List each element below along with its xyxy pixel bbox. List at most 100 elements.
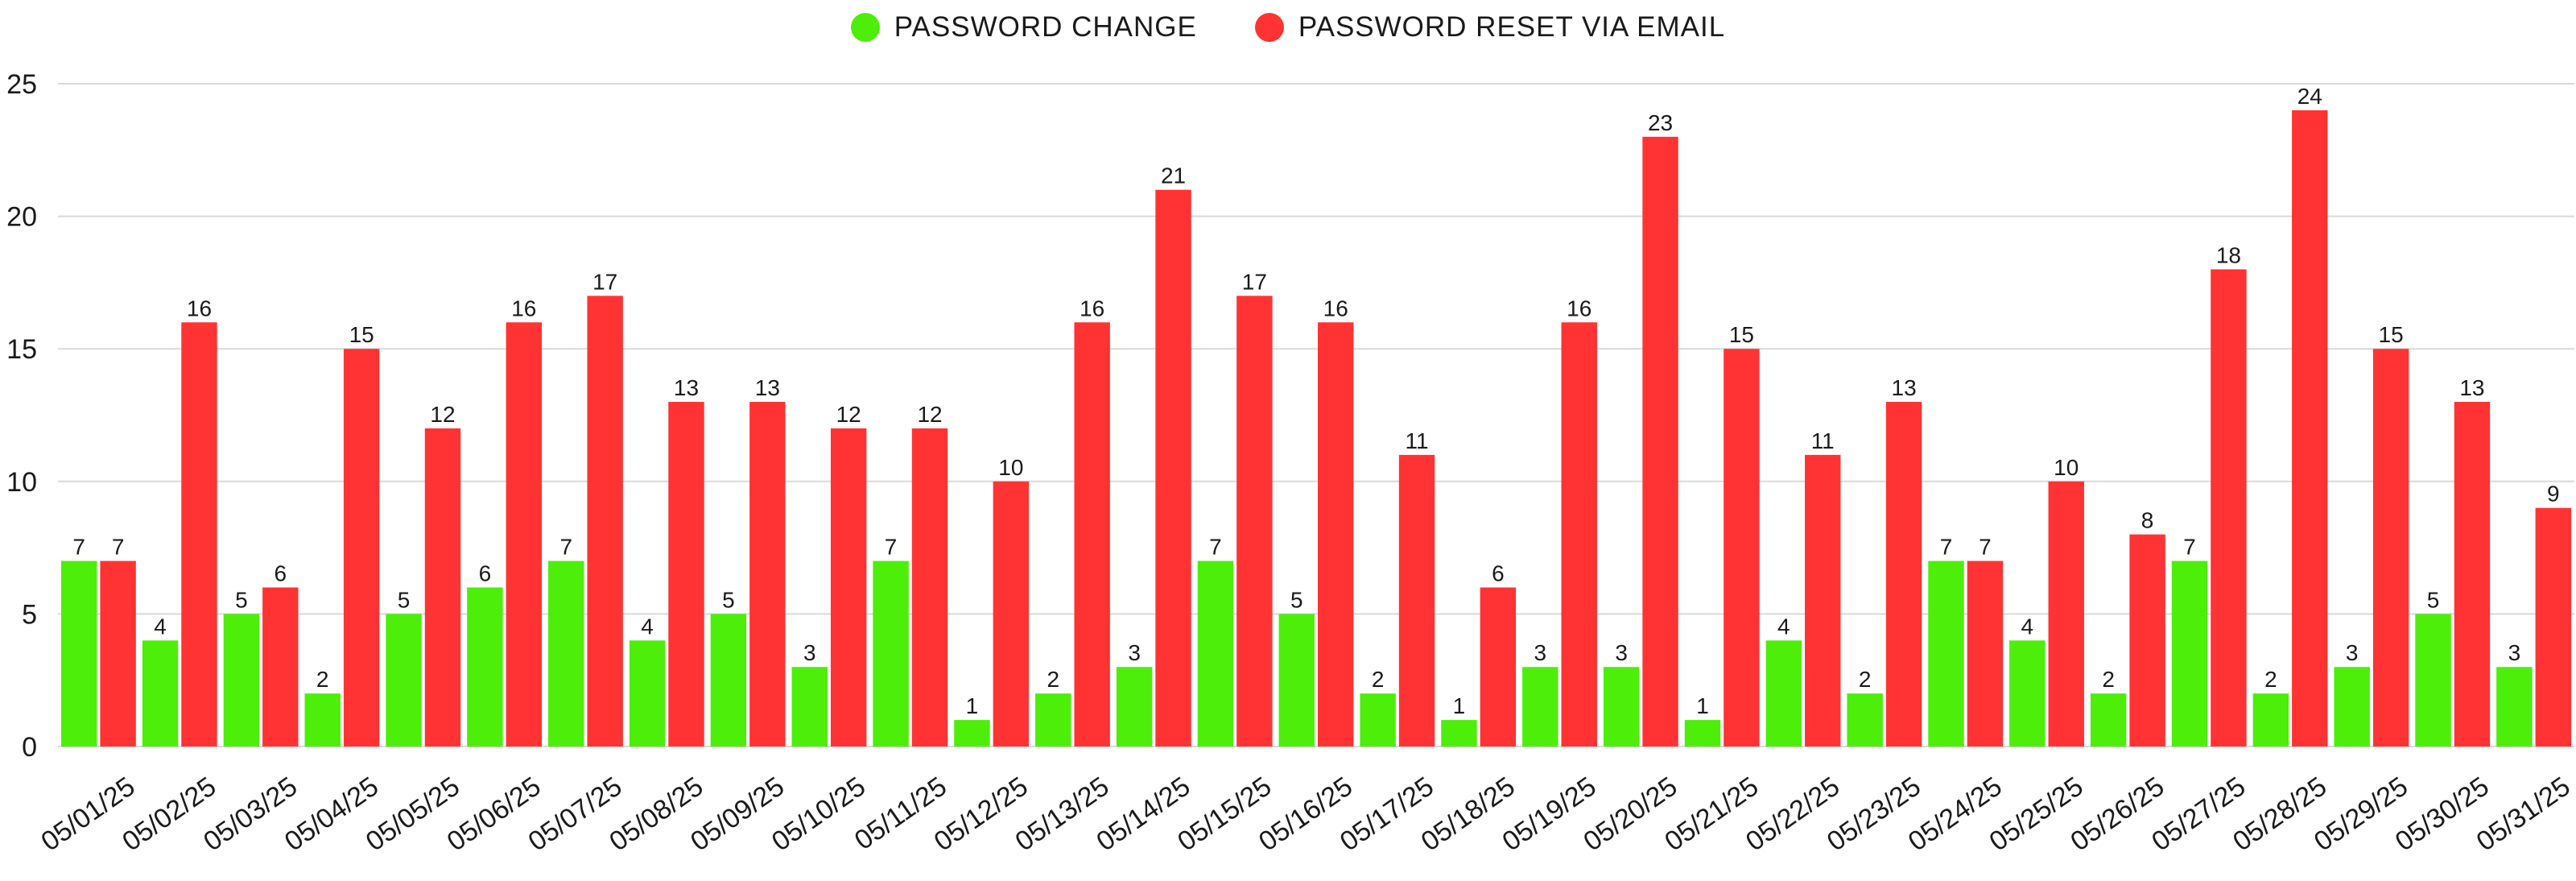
- data-label-password-change-20: 3: [1615, 640, 1628, 665]
- data-label-password-reset-email-8: 13: [674, 375, 699, 400]
- bar-password-reset-email-21: [1724, 349, 1760, 747]
- data-label-password-reset-email-4: 15: [349, 322, 374, 347]
- data-label-password-change-18: 1: [1453, 693, 1466, 718]
- legend-swatch-password-change: [850, 13, 880, 42]
- bar-password-reset-email-2: [181, 322, 217, 747]
- y-tick-label-25: 25: [6, 69, 37, 100]
- legend-label-password-reset-email: PASSWORD RESET VIA EMAIL: [1298, 11, 1726, 43]
- bar-password-change-1: [61, 560, 97, 747]
- data-label-password-change-4: 2: [316, 667, 329, 692]
- data-label-password-change-6: 6: [479, 560, 492, 585]
- bar-password-reset-email-12: [993, 481, 1030, 747]
- bar-password-change-30: [2415, 614, 2451, 747]
- bar-password-change-16: [1278, 614, 1315, 747]
- data-label-password-reset-email-16: 16: [1323, 296, 1348, 321]
- data-label-password-reset-email-23: 13: [1892, 375, 1917, 400]
- data-label-password-reset-email-3: 6: [275, 560, 287, 585]
- x-tick-label-31: 05/31/25: [2471, 771, 2576, 857]
- bar-password-reset-email-28: [2292, 110, 2328, 747]
- bar-password-reset-email-10: [830, 428, 867, 747]
- data-label-password-reset-email-29: 15: [2379, 322, 2404, 347]
- data-label-password-change-30: 5: [2427, 587, 2440, 612]
- data-label-password-reset-email-30: 13: [2459, 375, 2484, 400]
- bar-password-reset-email-11: [911, 428, 948, 747]
- data-label-password-reset-email-26: 8: [2141, 508, 2154, 533]
- bar-password-reset-email-23: [1885, 402, 1922, 747]
- legend-item-password-change[interactable]: PASSWORD CHANGE: [850, 11, 1197, 43]
- bar-password-change-28: [2252, 693, 2289, 747]
- bar-password-reset-email-29: [2372, 349, 2409, 747]
- data-label-password-change-27: 7: [2183, 535, 2196, 560]
- bar-password-reset-email-26: [2129, 534, 2165, 747]
- data-label-password-change-29: 3: [2346, 640, 2359, 665]
- bar-password-reset-email-4: [343, 349, 380, 747]
- bar-password-change-14: [1116, 667, 1153, 747]
- y-tick-label-20: 20: [6, 202, 37, 233]
- data-label-password-reset-email-12: 10: [998, 455, 1023, 480]
- bar-password-change-13: [1035, 693, 1071, 747]
- bar-password-reset-email-20: [1642, 136, 1678, 747]
- data-label-password-reset-email-21: 15: [1729, 322, 1754, 347]
- bar-password-change-27: [2171, 560, 2208, 747]
- bar-password-reset-email-22: [1805, 454, 1841, 747]
- data-label-password-change-11: 7: [885, 535, 898, 560]
- y-tick-label-0: 0: [22, 732, 37, 763]
- data-label-password-reset-email-18: 6: [1492, 560, 1505, 585]
- data-label-password-change-9: 5: [722, 587, 735, 612]
- data-label-password-reset-email-27: 18: [2216, 242, 2241, 267]
- data-label-password-change-1: 7: [72, 535, 85, 560]
- data-label-password-reset-email-5: 12: [430, 402, 455, 427]
- data-label-password-reset-email-22: 11: [1811, 428, 1835, 453]
- legend: PASSWORD CHANGE PASSWORD RESET VIA EMAIL: [0, 11, 2576, 43]
- bar-password-change-17: [1360, 693, 1396, 747]
- bar-password-change-25: [2009, 640, 2046, 747]
- data-label-password-reset-email-28: 24: [2297, 84, 2322, 109]
- bar-password-change-12: [954, 720, 990, 747]
- bar-password-reset-email-6: [506, 322, 543, 747]
- data-label-password-reset-email-13: 16: [1080, 296, 1104, 321]
- bar-password-change-3: [223, 614, 260, 747]
- data-label-password-change-2: 4: [154, 614, 167, 639]
- bar-password-change-18: [1441, 720, 1477, 747]
- bar-password-change-8: [629, 640, 666, 747]
- data-label-password-change-22: 4: [1777, 614, 1790, 639]
- bar-password-reset-email-19: [1561, 322, 1597, 747]
- data-label-password-reset-email-20: 23: [1648, 110, 1673, 135]
- bar-password-reset-email-9: [749, 402, 786, 747]
- data-label-password-reset-email-10: 12: [836, 402, 861, 427]
- data-label-password-reset-email-1: 7: [112, 535, 125, 560]
- y-tick-label-10: 10: [6, 467, 37, 498]
- bar-password-change-23: [1847, 693, 1883, 747]
- bar-password-change-20: [1603, 667, 1640, 747]
- data-label-password-change-3: 5: [235, 587, 248, 612]
- x-tick-label-10: 05/10/25: [766, 771, 871, 857]
- bar-password-change-9: [710, 614, 747, 747]
- data-label-password-reset-email-17: 11: [1406, 428, 1429, 453]
- bar-password-change-5: [386, 614, 422, 747]
- data-label-password-change-10: 3: [803, 640, 816, 665]
- bar-password-reset-email-3: [262, 587, 299, 747]
- legend-item-password-reset-email[interactable]: PASSWORD RESET VIA EMAIL: [1254, 11, 1726, 43]
- data-label-password-change-15: 7: [1209, 535, 1222, 560]
- bar-password-change-10: [791, 667, 828, 747]
- data-label-password-change-5: 5: [398, 587, 411, 612]
- data-label-password-change-25: 4: [2021, 614, 2034, 639]
- data-label-password-reset-email-14: 21: [1161, 163, 1186, 188]
- bar-password-change-21: [1684, 720, 1721, 747]
- bar-password-change-22: [1765, 640, 1802, 747]
- legend-label-password-change: PASSWORD CHANGE: [894, 11, 1197, 43]
- data-label-password-reset-email-2: 16: [187, 296, 212, 321]
- data-label-password-change-13: 2: [1046, 667, 1059, 692]
- bar-password-reset-email-27: [2211, 269, 2247, 747]
- data-label-password-change-19: 3: [1534, 640, 1547, 665]
- bar-password-reset-email-8: [668, 402, 704, 747]
- bar-password-change-19: [1522, 667, 1558, 747]
- bar-password-change-7: [548, 560, 584, 747]
- data-label-password-reset-email-25: 10: [2054, 455, 2079, 480]
- bar-password-change-31: [2496, 667, 2533, 747]
- data-label-password-reset-email-6: 16: [511, 296, 536, 321]
- bar-password-change-6: [467, 587, 503, 747]
- data-label-password-change-7: 7: [559, 535, 572, 560]
